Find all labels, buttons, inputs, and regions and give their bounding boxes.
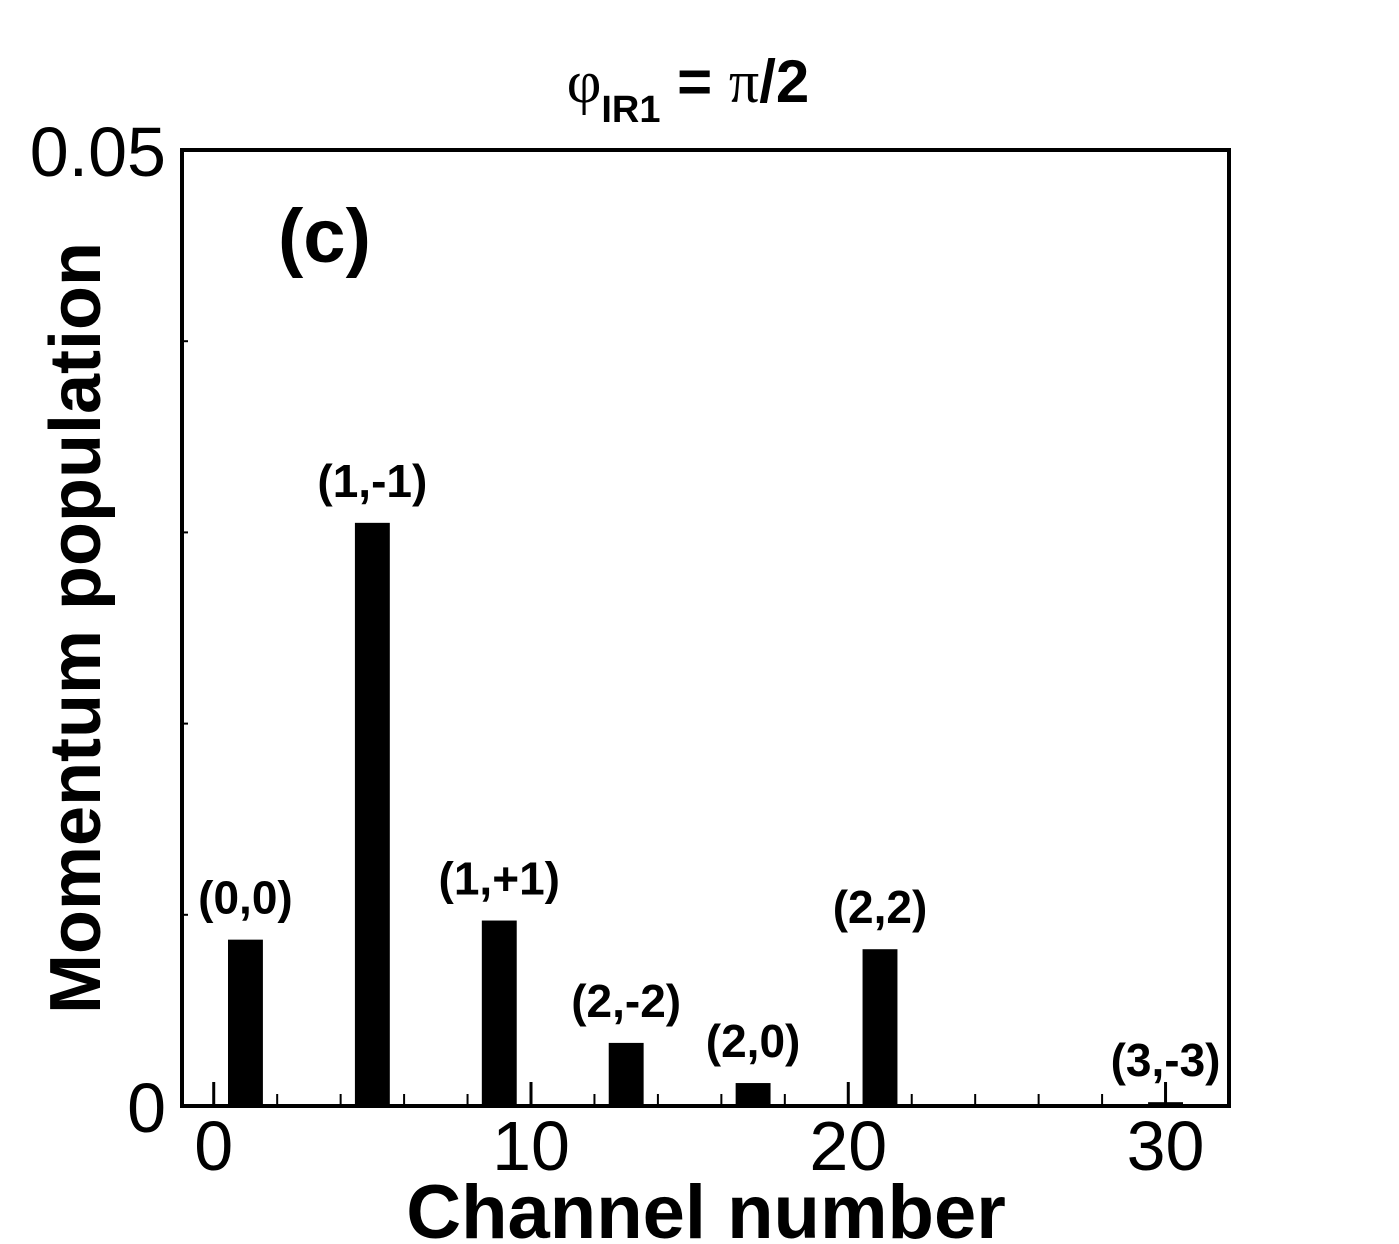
y-tick-labels: 00.05 [30,113,166,1147]
bar-label: (0,0) [198,872,293,924]
x-ticks [212,1082,1168,1106]
panel-label: (c) [278,194,371,279]
title-tail: /2 [759,48,809,115]
bars [228,522,1183,1106]
bar-labels: (0,0) (1,-1) (1,+1) (2,-2) (2,0) (2,2) (3,-3) [198,455,1220,1086]
bar-label: (2,0) [706,1015,801,1067]
title-subscript: IR1 [601,89,660,131]
bar-label: (1,+1) [439,853,560,905]
x-tick-label: 0 [194,1107,233,1185]
y-axis-label: Momentum population [36,242,116,1014]
title-equals: = [661,48,729,115]
bar [354,522,390,1106]
bar [608,1042,644,1106]
chart-title: φIR1 = π/2 [567,48,810,131]
bar [481,920,517,1106]
y-tick-label: 0 [127,1069,166,1147]
bar-label: (2,-2) [571,975,681,1027]
y-minor-ticks [182,340,188,916]
bar-label: (1,-1) [317,455,427,507]
x-tick-label: 20 [809,1107,887,1185]
title-pi-symbol: π [729,49,759,115]
bar-label: (3,-3) [1111,1034,1221,1086]
x-axis-label: Channel number [406,1170,1006,1244]
bar-label: (2,2) [833,881,928,933]
bar [862,949,898,1106]
plot-frame [180,148,1231,1108]
title-phi-symbol: φ [567,49,602,115]
bar [228,939,263,1106]
x-tick-label: 30 [1127,1107,1205,1185]
bar [1148,1102,1183,1106]
bar [735,1083,771,1106]
x-tick-label: 10 [492,1107,570,1185]
x-tick-labels: 0 10 20 30 [194,1107,1204,1185]
y-tick-label: 0.05 [30,113,166,191]
